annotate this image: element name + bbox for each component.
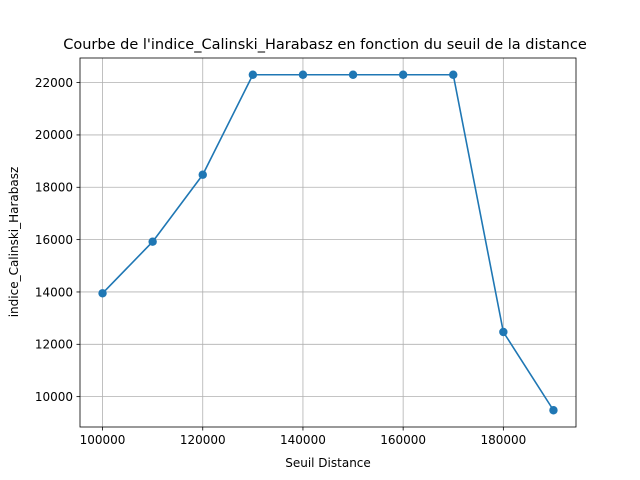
x-tick-label: 140000	[280, 433, 326, 447]
data-point	[499, 327, 508, 337]
y-axis-label: indice_Calinski_Harabasz	[7, 167, 21, 318]
series-layer	[98, 70, 558, 415]
x-tick-label: 160000	[380, 433, 426, 447]
data-point	[248, 70, 258, 79]
chart-title: Courbe de l'indice_Calinski_Harabasz en …	[63, 37, 587, 53]
y-tick-label: 12000	[35, 338, 73, 352]
x-axis-label: Seuil Distance	[285, 456, 371, 470]
series-line	[101, 73, 555, 411]
data-point	[148, 237, 157, 246]
data-point	[449, 70, 458, 79]
y-tick-label: 10000	[35, 390, 73, 404]
y-tick-label: 22000	[35, 76, 73, 90]
x-tick-label: 100000	[80, 433, 126, 447]
y-tick-label: 20000	[35, 128, 73, 142]
data-point	[549, 406, 558, 415]
x-tick-label: 120000	[180, 433, 226, 447]
data-point	[398, 70, 408, 79]
data-point	[98, 289, 107, 298]
x-tick-label: 180000	[480, 433, 526, 447]
y-tick-label: 16000	[35, 233, 73, 247]
y-tick-label: 14000	[35, 285, 73, 299]
plot-frame	[79, 57, 577, 428]
data-point	[348, 70, 358, 79]
y-tick-label: 18000	[35, 181, 73, 195]
data-point	[298, 70, 308, 79]
ticks: 100000 120000 140000 160000 180000 10000 12000…	[35, 76, 526, 447]
grid	[80, 58, 576, 427]
data-point	[198, 170, 207, 179]
